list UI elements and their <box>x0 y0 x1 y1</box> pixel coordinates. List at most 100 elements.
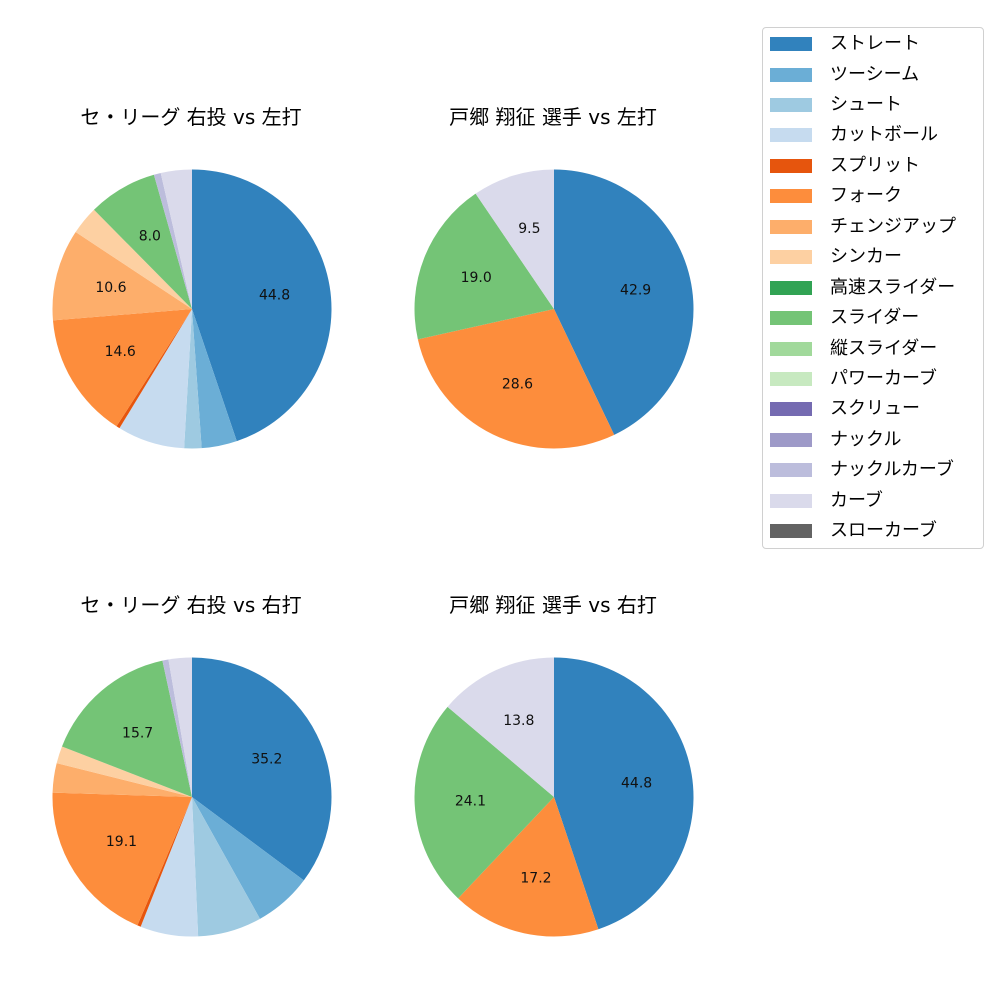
legend-label: パワーカーブ <box>830 368 937 389</box>
pie-slice <box>52 763 193 797</box>
pie-slice <box>458 797 599 937</box>
chart-title-togo-vs-left: 戸郷 翔征 選手 vs 左打 <box>449 105 657 129</box>
pie-slice <box>56 746 192 797</box>
legend-swatch <box>770 67 812 82</box>
pie-slice <box>192 309 237 449</box>
legend-swatch <box>770 219 812 234</box>
pie-slice <box>554 169 694 435</box>
legend-label: スクリュー <box>830 398 920 420</box>
chart-title-togo-vs-right: 戸郷 翔征 選手 vs 右打 <box>449 593 657 617</box>
pie-slice <box>192 797 304 919</box>
pie-slice <box>414 706 554 899</box>
pie-slice <box>137 797 192 927</box>
legend-label: シンカー <box>830 246 902 268</box>
pie-percent-label: 35.2 <box>251 751 282 767</box>
pie-percent-label: 13.8 <box>503 713 534 729</box>
pie-slice <box>162 659 192 797</box>
pie-slice <box>554 657 694 930</box>
legend-swatch <box>770 493 812 508</box>
pie-percent-label: 17.2 <box>520 871 551 887</box>
pie-slice <box>153 173 192 309</box>
legend-swatch <box>770 98 812 112</box>
pie-chart-togo-vs-right: 44.8 17.2 24.1 13.8 <box>414 657 694 937</box>
legend-label: カットボール <box>830 124 938 146</box>
pie-chart-togo-vs-left: 42.9 28.6 19.0 9.5 <box>414 169 694 449</box>
legend-item: カーブ <box>763 486 983 516</box>
legend-label: ツーシーム <box>830 63 920 85</box>
pie-slice <box>52 309 192 427</box>
pie-percent-label: 14.6 <box>105 344 136 360</box>
legend-item: ツーシーム <box>763 60 983 90</box>
legend-label: フォーク <box>830 185 902 207</box>
pie-slice <box>168 657 192 797</box>
pie-slice <box>93 174 192 309</box>
pie-slice <box>52 232 192 321</box>
pie-slice <box>447 657 554 797</box>
pie-slice <box>192 797 260 937</box>
pie-slice <box>160 169 192 309</box>
legend-label: スプリット <box>830 154 920 176</box>
legend-label: ストレート <box>830 33 920 54</box>
legend-label: 高速スライダー <box>830 276 956 298</box>
pie-slice <box>140 797 199 937</box>
pie-slice <box>192 657 332 881</box>
legend-swatch <box>770 311 812 325</box>
pie-slice <box>52 792 192 926</box>
legend-item: シンカー <box>763 242 983 272</box>
legend-swatch <box>770 524 812 539</box>
legend-label: ナックル <box>830 428 902 450</box>
pie-slice <box>184 309 202 449</box>
legend-item: ナックルカーブ <box>763 455 983 485</box>
pie-chart-league-vs-right: 35.2 19.1 15.7 <box>52 657 332 937</box>
chart-title-league-vs-right: セ・リーグ 右投 vs 右打 <box>80 593 302 617</box>
pie-slice <box>61 660 193 797</box>
legend-swatch <box>770 372 812 386</box>
legend-swatch <box>770 432 812 447</box>
legend-label: スライダー <box>830 307 920 328</box>
pie-percent-label: 24.1 <box>455 794 486 810</box>
legend-swatch <box>770 158 812 173</box>
legend-item: フォーク <box>763 181 983 211</box>
pie-percent-label: 44.8 <box>259 287 290 303</box>
pie-percent-label: 15.7 <box>122 725 153 741</box>
chart-title-league-vs-left: セ・リーグ 右投 vs 左打 <box>80 105 302 129</box>
legend-swatch <box>770 128 812 143</box>
legend-item: 高速スライダー <box>763 273 983 303</box>
legend-label: チェンジアップ <box>830 215 956 237</box>
pie-slice <box>414 193 554 340</box>
pie-percent-label: 19.1 <box>106 834 137 850</box>
legend-swatch <box>770 463 812 478</box>
legend-swatch <box>770 341 812 356</box>
pie-percent-label: 10.6 <box>95 280 126 296</box>
legend-item: スクリュー <box>763 394 983 424</box>
pie-slice <box>116 309 192 429</box>
pie-slice <box>75 209 192 309</box>
legend-label: カーブ <box>830 489 883 511</box>
legend-swatch <box>770 402 812 417</box>
legend-item: パワーカーブ <box>763 364 983 394</box>
legend-item: 縦スライダー <box>763 334 983 364</box>
legend-item: カットボール <box>763 120 983 150</box>
legend: ストレート ツーシーム シュート カットボール スプリット フォーク チェンジア… <box>762 27 984 549</box>
legend-item: ストレート <box>763 29 983 59</box>
legend-item: スライダー <box>763 303 983 333</box>
pie-slice <box>475 169 554 309</box>
legend-swatch <box>770 189 812 204</box>
pie-chart-league-vs-left: 44.8 14.6 10.6 8.0 <box>52 169 332 449</box>
legend-item: チェンジアップ <box>763 212 983 242</box>
legend-swatch <box>770 250 812 265</box>
pie-percent-label: 42.9 <box>620 282 651 298</box>
pie-slice <box>417 309 615 449</box>
legend-item: スプリット <box>763 151 983 181</box>
pie-percent-label: 19.0 <box>461 270 492 286</box>
legend-item: ナックル <box>763 425 983 455</box>
pie-slice <box>119 309 192 449</box>
pie-percent-label: 28.6 <box>502 376 533 392</box>
legend-label: シュート <box>830 94 902 115</box>
legend-label: スローカーブ <box>830 520 937 542</box>
legend-item: シュート <box>763 90 983 120</box>
legend-swatch <box>770 37 812 51</box>
pie-percent-label: 9.5 <box>518 221 540 237</box>
legend-label: 縦スライダー <box>830 337 938 359</box>
pie-percent-label: 8.0 <box>139 229 161 245</box>
